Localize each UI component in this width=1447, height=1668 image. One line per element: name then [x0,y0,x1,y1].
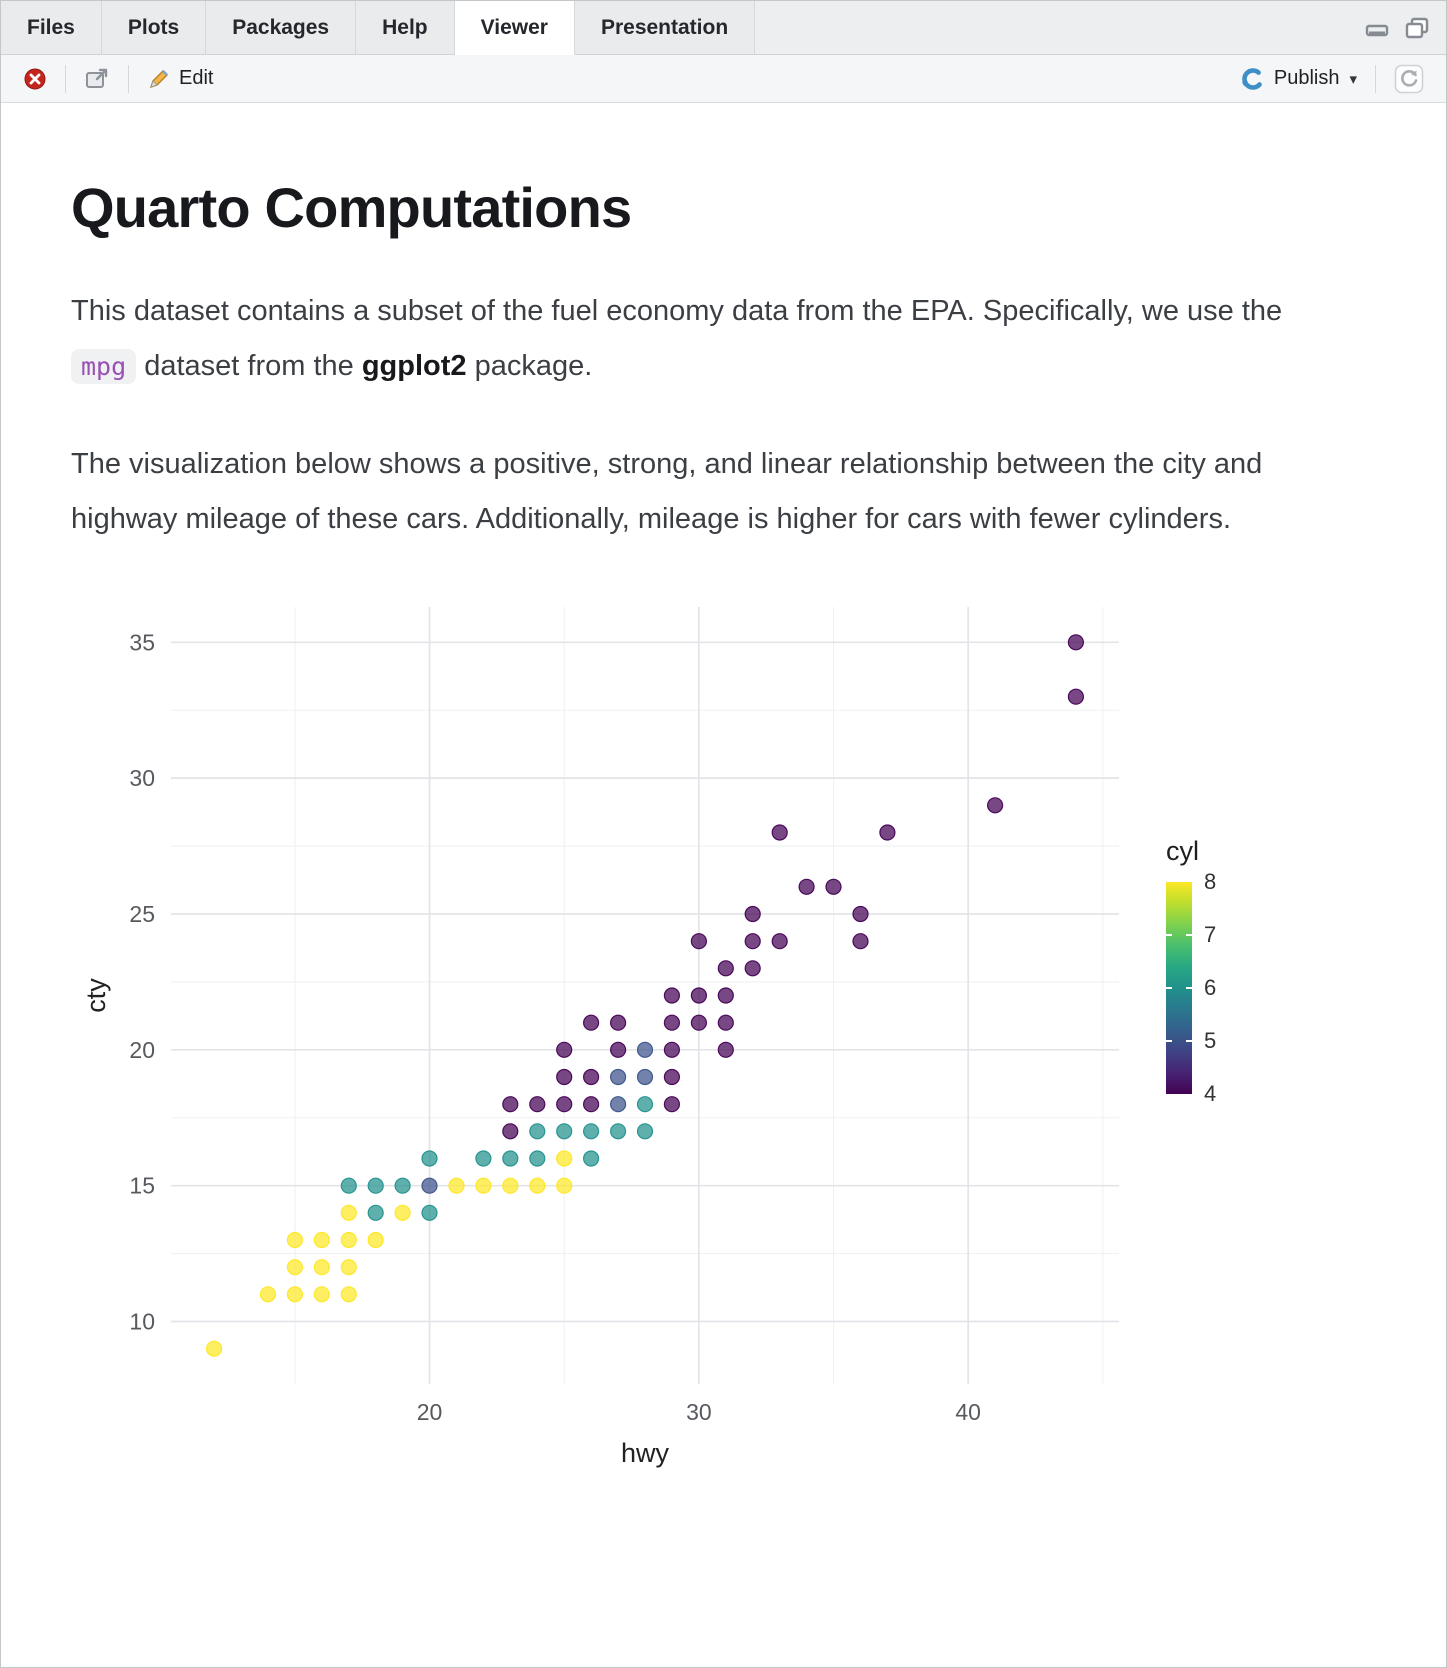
svg-text:8: 8 [1204,869,1216,894]
description-paragraph: The visualization below shows a positive… [71,448,1263,535]
svg-text:10: 10 [129,1309,155,1335]
mpg-code-span: mpg [71,348,137,384]
viewer-document: Quarto Computations This dataset contain… [1,103,1446,1667]
minimize-pane-icon[interactable] [1364,17,1390,39]
svg-text:6: 6 [1204,975,1216,1000]
close-icon [24,68,46,89]
para1-text: package. [466,349,593,382]
svg-text:35: 35 [129,629,155,655]
tab-packages[interactable]: Packages [206,1,357,54]
tab-presentation[interactable]: Presentation [574,1,756,54]
popout-window-icon [86,68,108,88]
maximize-pane-icon[interactable] [1404,17,1430,39]
pane-window-controls [1348,1,1446,54]
open-in-new-window-button[interactable] [74,61,120,97]
edit-button-label: Edit [179,67,214,89]
chevron-down-icon: ▾ [1349,70,1357,88]
svg-text:5: 5 [1204,1028,1216,1053]
svg-text:cty: cty [81,978,111,1013]
publish-button-label: Publish [1273,67,1340,89]
clear-viewer-button[interactable] [13,61,57,97]
tab-help[interactable]: Help [356,1,455,54]
toolbar-separator [65,64,66,93]
svg-text:hwy: hwy [621,1438,670,1468]
svg-text:30: 30 [129,765,155,791]
svg-text:4: 4 [1204,1081,1216,1106]
pencil-edit-icon [149,69,168,88]
svg-text:15: 15 [129,1173,155,1199]
svg-text:30: 30 [686,1399,712,1425]
publish-button[interactable]: Publish ▾ [1230,60,1367,98]
refresh-icon [1394,64,1424,93]
ggplot2-bold: ggplot2 [361,349,467,382]
refresh-button[interactable] [1384,58,1434,100]
toolbar-right-group: Publish ▾ [1230,58,1434,100]
pane-tabbar: Files Plots Packages Help Viewer Present… [1,1,1446,55]
svg-text:25: 25 [129,901,155,927]
toolbar-separator [128,64,129,93]
para1-text: This dataset contains a subset of the fu… [71,295,1283,327]
svg-text:cyl: cyl [1166,836,1199,866]
para1-text: dataset from the [136,349,362,382]
intro-paragraph: This dataset contains a subset of the fu… [71,284,1311,393]
tab-viewer[interactable]: Viewer [454,1,575,55]
toolbar-separator [1375,64,1376,93]
tab-files[interactable]: Files [1,1,102,54]
svg-text:20: 20 [129,1037,155,1063]
svg-text:20: 20 [417,1399,443,1425]
edit-button[interactable]: Edit [137,61,223,97]
page-title: Quarto Computations [71,176,632,239]
tab-plots[interactable]: Plots [101,1,207,54]
svg-text:40: 40 [955,1399,981,1425]
publish-icon [1241,67,1264,90]
scatter-plot-figure: 20 30 40 10 15 20 25 30 35 hwy cty cyl 8 7 6 5 4 [71,592,1376,1477]
svg-text:7: 7 [1204,922,1216,947]
viewer-toolbar: Edit Publish ▾ [1,55,1446,103]
tabbar-spacer [755,1,1348,54]
